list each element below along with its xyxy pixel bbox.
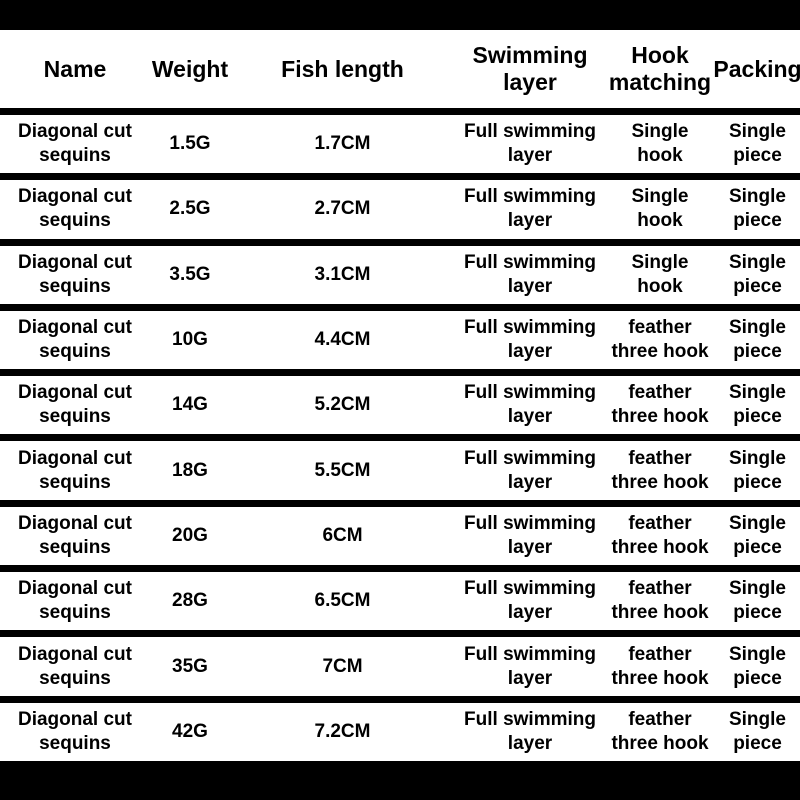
cell-packing: Single piece xyxy=(728,643,786,689)
cell-fish-length: 7CM xyxy=(322,655,363,677)
cell-swimming-layer: Full swimming layer xyxy=(464,578,596,624)
cell-packing: Single piece xyxy=(728,447,786,493)
cell-hook-matching: feather three hook xyxy=(611,708,709,754)
cell-swimming-layer: Full swimming layer xyxy=(464,512,596,558)
cell-packing: Single piece xyxy=(728,708,786,754)
cell-name: Diagonal cut sequins xyxy=(17,186,132,232)
cell-fish-length: 7.2CM xyxy=(314,720,371,742)
cell-weight: 14G xyxy=(172,394,208,416)
table-row: Diagonal cut sequins 20G 6CM Full swimming … xyxy=(0,506,800,566)
cell-weight: 20G xyxy=(172,524,208,546)
table-row: Diagonal cut sequins 2.5G 2.7CM Full swimmi… xyxy=(0,180,800,239)
cell-swimming-layer: Full swimming layer xyxy=(464,447,596,493)
cell-fish-length: 3.1CM xyxy=(314,263,371,285)
cell-swimming-layer: Full swimming layer xyxy=(464,382,596,428)
cell-swimming-layer: Full swimming layer xyxy=(464,643,596,689)
table-row: Diagonal cut sequins 14G 5.2CM Full swimmin… xyxy=(0,376,800,435)
cell-name: Diagonal cut sequins xyxy=(17,382,132,428)
cell-weight: 35G xyxy=(172,655,208,677)
cell-name: Diagonal cut sequins xyxy=(17,512,132,558)
cell-hook-matching: Single hook xyxy=(631,251,689,297)
cell-name: Diagonal cut sequins xyxy=(17,317,132,363)
header-weight: Weight xyxy=(151,55,229,82)
cell-swimming-layer: Full swimming layer xyxy=(464,186,596,232)
header-fish-length: Fish length xyxy=(281,55,404,82)
cell-packing: Single piece xyxy=(728,121,786,167)
spec-table: Name Weight Fish length Swimming layer Hook … xyxy=(0,30,800,768)
cell-fish-length: 5.2CM xyxy=(314,394,371,416)
cell-swimming-layer: Full swimming layer xyxy=(464,317,596,363)
table-row: Diagonal cut sequins 42G 7.2CM Full swimmin… xyxy=(0,702,800,761)
header-name: Name xyxy=(43,55,107,82)
cell-name: Diagonal cut sequins xyxy=(17,447,132,493)
cell-fish-length: 2.7CM xyxy=(314,198,371,220)
cell-packing: Single piece xyxy=(728,186,786,232)
cell-name: Diagonal cut sequins xyxy=(17,643,132,689)
cell-hook-matching: feather three hook xyxy=(611,578,709,624)
cell-swimming-layer: Full swimming layer xyxy=(464,121,596,167)
header-hook-matching: Hook matching xyxy=(608,42,712,95)
cell-hook-matching: feather three hook xyxy=(611,512,709,558)
cell-fish-length: 5.5CM xyxy=(314,459,371,481)
cell-weight: 3.5G xyxy=(169,263,211,285)
cell-hook-matching: feather three hook xyxy=(611,643,709,689)
cell-hook-matching: feather three hook xyxy=(611,447,709,493)
cell-fish-length: 6CM xyxy=(322,524,363,546)
header-swimming-layer: Swimming layer xyxy=(472,42,588,95)
header-packing: Packing xyxy=(713,55,800,82)
cell-hook-matching: feather three hook xyxy=(611,382,709,428)
cell-name: Diagonal cut sequins xyxy=(17,708,132,754)
cell-weight: 28G xyxy=(172,590,208,612)
cell-packing: Single piece xyxy=(728,512,786,558)
cell-hook-matching: feather three hook xyxy=(611,317,709,363)
table-header: Name Weight Fish length Swimming layer Hook … xyxy=(0,30,800,108)
cell-fish-length: 1.7CM xyxy=(314,133,371,155)
table-row: Diagonal cut sequins 10G 4.4CM Full swimmin… xyxy=(0,310,800,370)
cell-hook-matching: Single hook xyxy=(631,186,689,232)
cell-swimming-layer: Full swimming layer xyxy=(464,251,596,297)
cell-name: Diagonal cut sequins xyxy=(17,578,132,624)
cell-packing: Single piece xyxy=(728,317,786,363)
table-row: Diagonal cut sequins 1.5G 1.7CM Full swimmi… xyxy=(0,115,800,174)
cell-weight: 1.5G xyxy=(169,133,211,155)
table-row: Diagonal cut sequins 35G 7CM Full swimming … xyxy=(0,637,800,696)
cell-weight: 18G xyxy=(172,459,208,481)
cell-packing: Single piece xyxy=(728,251,786,297)
cell-fish-length: 6.5CM xyxy=(314,590,371,612)
cell-packing: Single piece xyxy=(728,578,786,624)
cell-weight: 10G xyxy=(172,329,208,351)
table-row: Diagonal cut sequins 3.5G 3.1CM Full swimmi… xyxy=(0,245,800,304)
table-row: Diagonal cut sequins 18G 5.5CM Full swimmin… xyxy=(0,441,800,500)
table-row: Diagonal cut sequins 28G 6.5CM Full swimmin… xyxy=(0,572,800,631)
cell-weight: 42G xyxy=(172,720,208,742)
cell-hook-matching: Single hook xyxy=(631,121,689,167)
cell-name: Diagonal cut sequins xyxy=(17,121,132,167)
cell-packing: Single piece xyxy=(728,382,786,428)
cell-name: Diagonal cut sequins xyxy=(17,251,132,297)
cell-swimming-layer: Full swimming layer xyxy=(464,708,596,754)
cell-fish-length: 4.4CM xyxy=(314,329,371,351)
cell-weight: 2.5G xyxy=(169,198,211,220)
